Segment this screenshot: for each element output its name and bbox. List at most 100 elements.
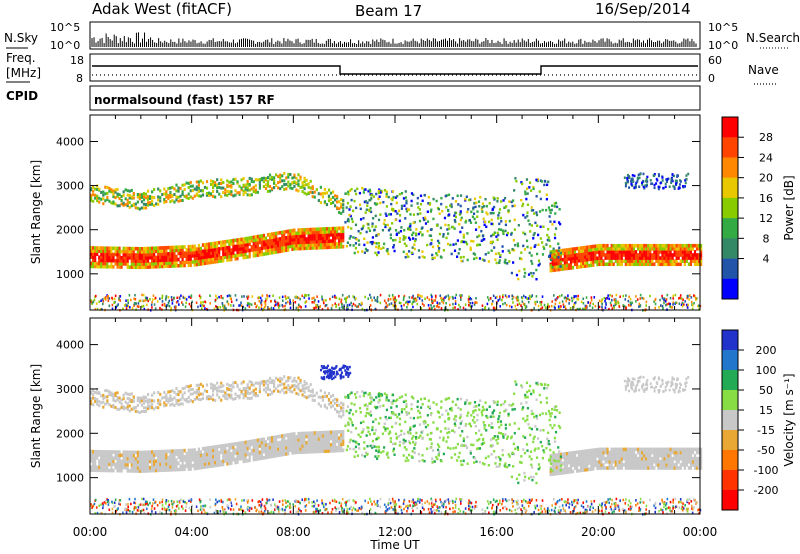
data-cell bbox=[264, 251, 268, 256]
data-cell bbox=[100, 459, 103, 463]
data-cell bbox=[501, 245, 504, 248]
data-cell bbox=[287, 229, 290, 234]
data-cell bbox=[565, 299, 568, 303]
data-cell bbox=[118, 246, 121, 251]
data-cell bbox=[549, 268, 552, 273]
data-cell bbox=[240, 304, 243, 308]
data-cell bbox=[525, 197, 528, 201]
data-cell bbox=[242, 387, 245, 391]
data-cell bbox=[687, 253, 690, 257]
data-cell bbox=[167, 245, 170, 250]
data-cell bbox=[313, 233, 316, 238]
data-cell bbox=[445, 236, 448, 240]
data-cell bbox=[261, 294, 264, 297]
data-cell bbox=[228, 443, 231, 447]
data-cell bbox=[516, 242, 519, 245]
data-cell bbox=[626, 173, 629, 177]
data-cell bbox=[575, 301, 577, 304]
data-cell bbox=[275, 444, 278, 449]
data-cell bbox=[689, 250, 693, 254]
data-cell bbox=[277, 450, 280, 455]
data-cell bbox=[226, 248, 229, 253]
data-cell bbox=[508, 219, 511, 223]
data-cell bbox=[557, 252, 560, 256]
data-cell bbox=[197, 383, 200, 387]
data-cell bbox=[226, 300, 229, 303]
data-cell bbox=[98, 462, 101, 466]
data-cell bbox=[683, 185, 686, 188]
data-cell bbox=[531, 262, 534, 265]
data-cell bbox=[220, 398, 223, 402]
data-cell bbox=[663, 250, 666, 254]
data-cell bbox=[157, 398, 160, 402]
data-cell bbox=[266, 294, 268, 297]
data-cell bbox=[254, 184, 257, 188]
data-cell bbox=[416, 196, 419, 200]
data-cell bbox=[268, 439, 272, 444]
data-cell bbox=[256, 304, 258, 307]
data-cell bbox=[575, 295, 577, 298]
data-cell bbox=[289, 442, 292, 446]
data-cell bbox=[216, 178, 219, 182]
data-cell bbox=[331, 245, 335, 249]
data-cell bbox=[483, 223, 486, 227]
data-cell bbox=[695, 243, 699, 248]
data-cell bbox=[293, 388, 296, 392]
data-cell bbox=[195, 391, 198, 395]
data-cell bbox=[576, 297, 579, 301]
data-cell bbox=[590, 257, 593, 261]
data-cell bbox=[329, 245, 333, 250]
data-cell bbox=[602, 247, 605, 251]
data-cell bbox=[142, 265, 146, 270]
data-cell bbox=[187, 448, 190, 453]
data-cell bbox=[645, 185, 648, 188]
data-cell bbox=[238, 453, 241, 458]
data-cell bbox=[244, 190, 247, 194]
data-cell bbox=[264, 440, 268, 444]
data-cell bbox=[452, 302, 454, 306]
data-cell bbox=[145, 296, 148, 300]
data-cell bbox=[679, 262, 682, 267]
data-cell bbox=[205, 455, 209, 460]
data-cell bbox=[205, 383, 209, 387]
data-cell bbox=[126, 397, 129, 401]
data-cell bbox=[171, 467, 174, 472]
data-cell bbox=[116, 468, 119, 473]
data-cell bbox=[262, 243, 266, 247]
data-cell bbox=[305, 227, 308, 232]
data-cell bbox=[120, 249, 123, 254]
data-cell bbox=[144, 469, 148, 473]
data-cell bbox=[558, 208, 561, 211]
data-cell bbox=[429, 228, 432, 231]
data-cell bbox=[592, 247, 595, 252]
data-cell bbox=[143, 307, 146, 311]
data-cell bbox=[285, 449, 288, 453]
data-cell bbox=[469, 248, 472, 251]
data-cell bbox=[679, 250, 682, 254]
data-cell bbox=[142, 466, 146, 470]
data-cell bbox=[364, 211, 367, 214]
data-cell bbox=[418, 219, 422, 223]
data-cell bbox=[120, 265, 123, 269]
data-cell bbox=[676, 174, 679, 178]
data-cell bbox=[600, 300, 603, 304]
data-cell bbox=[632, 180, 635, 183]
data-cell bbox=[284, 308, 287, 311]
freq-panel: 18 8 60 0 Freq. [MHz] Nave bbox=[6, 51, 779, 85]
data-cell bbox=[459, 204, 462, 208]
data-cell bbox=[383, 242, 386, 246]
data-cell bbox=[226, 393, 229, 397]
freq-tick-bottom: 8 bbox=[76, 72, 83, 85]
data-cell bbox=[406, 306, 408, 309]
data-cell bbox=[448, 213, 451, 216]
data-cell bbox=[661, 256, 664, 260]
data-cell bbox=[201, 465, 205, 470]
data-cell bbox=[220, 256, 223, 260]
data-cell bbox=[258, 453, 261, 458]
data-cell bbox=[195, 185, 198, 189]
data-cell bbox=[110, 393, 113, 397]
data-cell bbox=[222, 443, 225, 448]
data-cell bbox=[254, 244, 257, 249]
